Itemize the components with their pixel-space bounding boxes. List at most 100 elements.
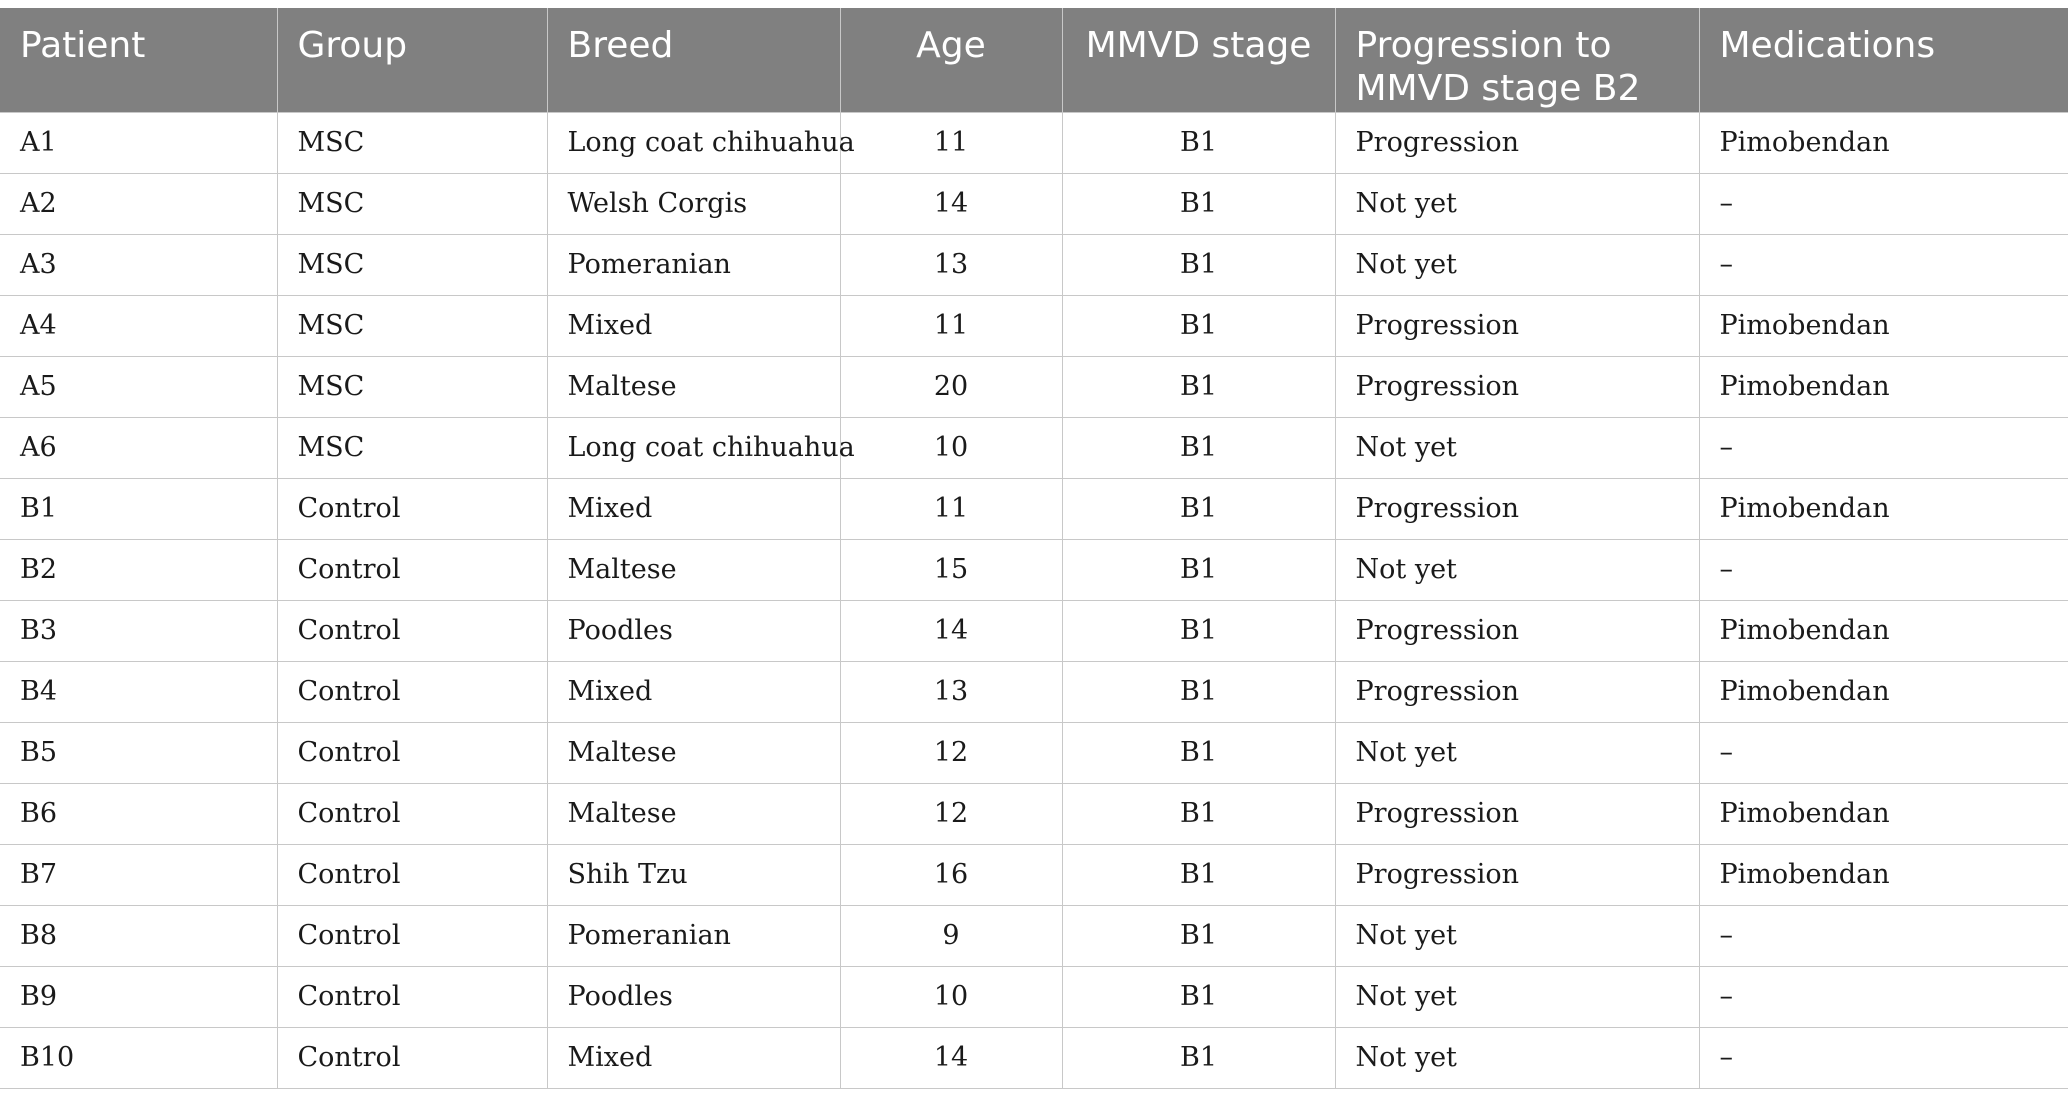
cell-patient: B9 (0, 965, 278, 1028)
cell-group: Control (276, 477, 548, 540)
cell-age: 14 (839, 172, 1063, 235)
cell-medications: Pimobendan (1698, 355, 2068, 418)
cell-medications: – (1698, 1026, 2068, 1089)
cell-breed: Maltese (546, 355, 841, 418)
cell-progression: Not yet (1334, 416, 1700, 479)
patient-table-container: Patient Group Breed Age MMVD stage Progr… (0, 8, 2068, 1089)
cell-age: 14 (839, 1026, 1063, 1089)
cell-patient: B10 (0, 1026, 278, 1089)
cell-age: 15 (839, 538, 1063, 601)
table-row: A2 MSC Welsh Corgis 14 B1 Not yet – (0, 172, 2068, 235)
header-row: Patient Group Breed Age MMVD stage Progr… (0, 8, 2068, 112)
table-row: B3 Control Poodles 14 B1 Progression Pimobenda… (0, 599, 2068, 662)
header-age: Age (839, 8, 1063, 112)
cell-age: 11 (839, 294, 1063, 357)
header-medications: Medications (1698, 8, 2068, 112)
cell-age: 9 (839, 904, 1063, 967)
cell-medications: – (1698, 538, 2068, 601)
cell-breed: Mixed (546, 1026, 841, 1089)
cell-breed: Mixed (546, 477, 841, 540)
cell-patient: A1 (0, 111, 278, 174)
cell-age: 12 (839, 721, 1063, 784)
cell-group: Control (276, 660, 548, 723)
cell-progression: Not yet (1334, 721, 1700, 784)
table-row: B6 Control Maltese 12 B1 Progression Pimobenda… (0, 782, 2068, 845)
cell-group: Control (276, 599, 548, 662)
cell-mmvd-stage: B1 (1061, 782, 1336, 845)
cell-age: 11 (839, 477, 1063, 540)
patient-table: Patient Group Breed Age MMVD stage Progr… (0, 8, 2068, 1089)
cell-group: Control (276, 965, 548, 1028)
cell-group: Control (276, 782, 548, 845)
cell-breed: Pomeranian (546, 233, 841, 296)
cell-medications: – (1698, 721, 2068, 784)
cell-patient: B1 (0, 477, 278, 540)
cell-mmvd-stage: B1 (1061, 599, 1336, 662)
cell-age: 10 (839, 416, 1063, 479)
cell-progression: Progression (1334, 782, 1700, 845)
cell-progression: Not yet (1334, 1026, 1700, 1089)
cell-progression: Not yet (1334, 172, 1700, 235)
cell-breed: Welsh Corgis (546, 172, 841, 235)
table-row: B2 Control Maltese 15 B1 Not yet – (0, 538, 2068, 601)
header-group: Group (276, 8, 548, 112)
cell-age: 13 (839, 660, 1063, 723)
cell-medications: – (1698, 172, 2068, 235)
cell-group: Control (276, 538, 548, 601)
cell-mmvd-stage: B1 (1061, 1026, 1336, 1089)
cell-progression: Progression (1334, 660, 1700, 723)
cell-progression: Progression (1334, 477, 1700, 540)
cell-progression: Progression (1334, 843, 1700, 906)
cell-patient: B7 (0, 843, 278, 906)
cell-medications: – (1698, 965, 2068, 1028)
cell-medications: Pimobendan (1698, 294, 2068, 357)
cell-progression: Not yet (1334, 965, 1700, 1028)
table-row: A4 MSC Mixed 11 B1 Progression Pimobendan (0, 294, 2068, 357)
table-row: A1 MSC Long coat chihuahua 11 B1 Progression P… (0, 111, 2068, 174)
table-row: A3 MSC Pomeranian 13 B1 Not yet – (0, 233, 2068, 296)
cell-group: Control (276, 721, 548, 784)
cell-progression: Progression (1334, 599, 1700, 662)
cell-patient: A5 (0, 355, 278, 418)
header-progression: Progression to MMVD stage B2 (1334, 8, 1700, 112)
table-row: B5 Control Maltese 12 B1 Not yet – (0, 721, 2068, 784)
table-row: B10 Control Mixed 14 B1 Not yet – (0, 1026, 2068, 1089)
cell-patient: B8 (0, 904, 278, 967)
cell-medications: – (1698, 233, 2068, 296)
cell-patient: B2 (0, 538, 278, 601)
cell-group: MSC (276, 172, 548, 235)
cell-patient: B6 (0, 782, 278, 845)
cell-group: Control (276, 1026, 548, 1089)
cell-progression: Not yet (1334, 904, 1700, 967)
cell-age: 12 (839, 782, 1063, 845)
table-row: B7 Control Shih Tzu 16 B1 Progression Pimobend… (0, 843, 2068, 906)
cell-mmvd-stage: B1 (1061, 172, 1336, 235)
cell-medications: – (1698, 416, 2068, 479)
cell-breed: Mixed (546, 660, 841, 723)
header-mmvd-stage: MMVD stage (1061, 8, 1336, 112)
cell-group: MSC (276, 111, 548, 174)
cell-medications: Pimobendan (1698, 477, 2068, 540)
cell-patient: A3 (0, 233, 278, 296)
cell-breed: Pomeranian (546, 904, 841, 967)
cell-progression: Progression (1334, 294, 1700, 357)
cell-mmvd-stage: B1 (1061, 355, 1336, 418)
cell-medications: Pimobendan (1698, 782, 2068, 845)
cell-breed: Long coat chihuahua (546, 111, 855, 174)
cell-mmvd-stage: B1 (1061, 416, 1336, 479)
cell-patient: A2 (0, 172, 278, 235)
cell-group: MSC (276, 355, 548, 418)
cell-patient: B4 (0, 660, 278, 723)
cell-medications: – (1698, 904, 2068, 967)
cell-progression: Progression (1334, 111, 1700, 174)
cell-medications: Pimobendan (1698, 660, 2068, 723)
cell-progression: Progression (1334, 355, 1700, 418)
cell-progression: Not yet (1334, 538, 1700, 601)
header-patient: Patient (0, 8, 278, 112)
cell-mmvd-stage: B1 (1061, 660, 1336, 723)
cell-patient: B5 (0, 721, 278, 784)
cell-breed: Maltese (546, 538, 841, 601)
cell-group: MSC (276, 233, 548, 296)
cell-progression: Not yet (1334, 233, 1700, 296)
cell-medications: Pimobendan (1698, 599, 2068, 662)
